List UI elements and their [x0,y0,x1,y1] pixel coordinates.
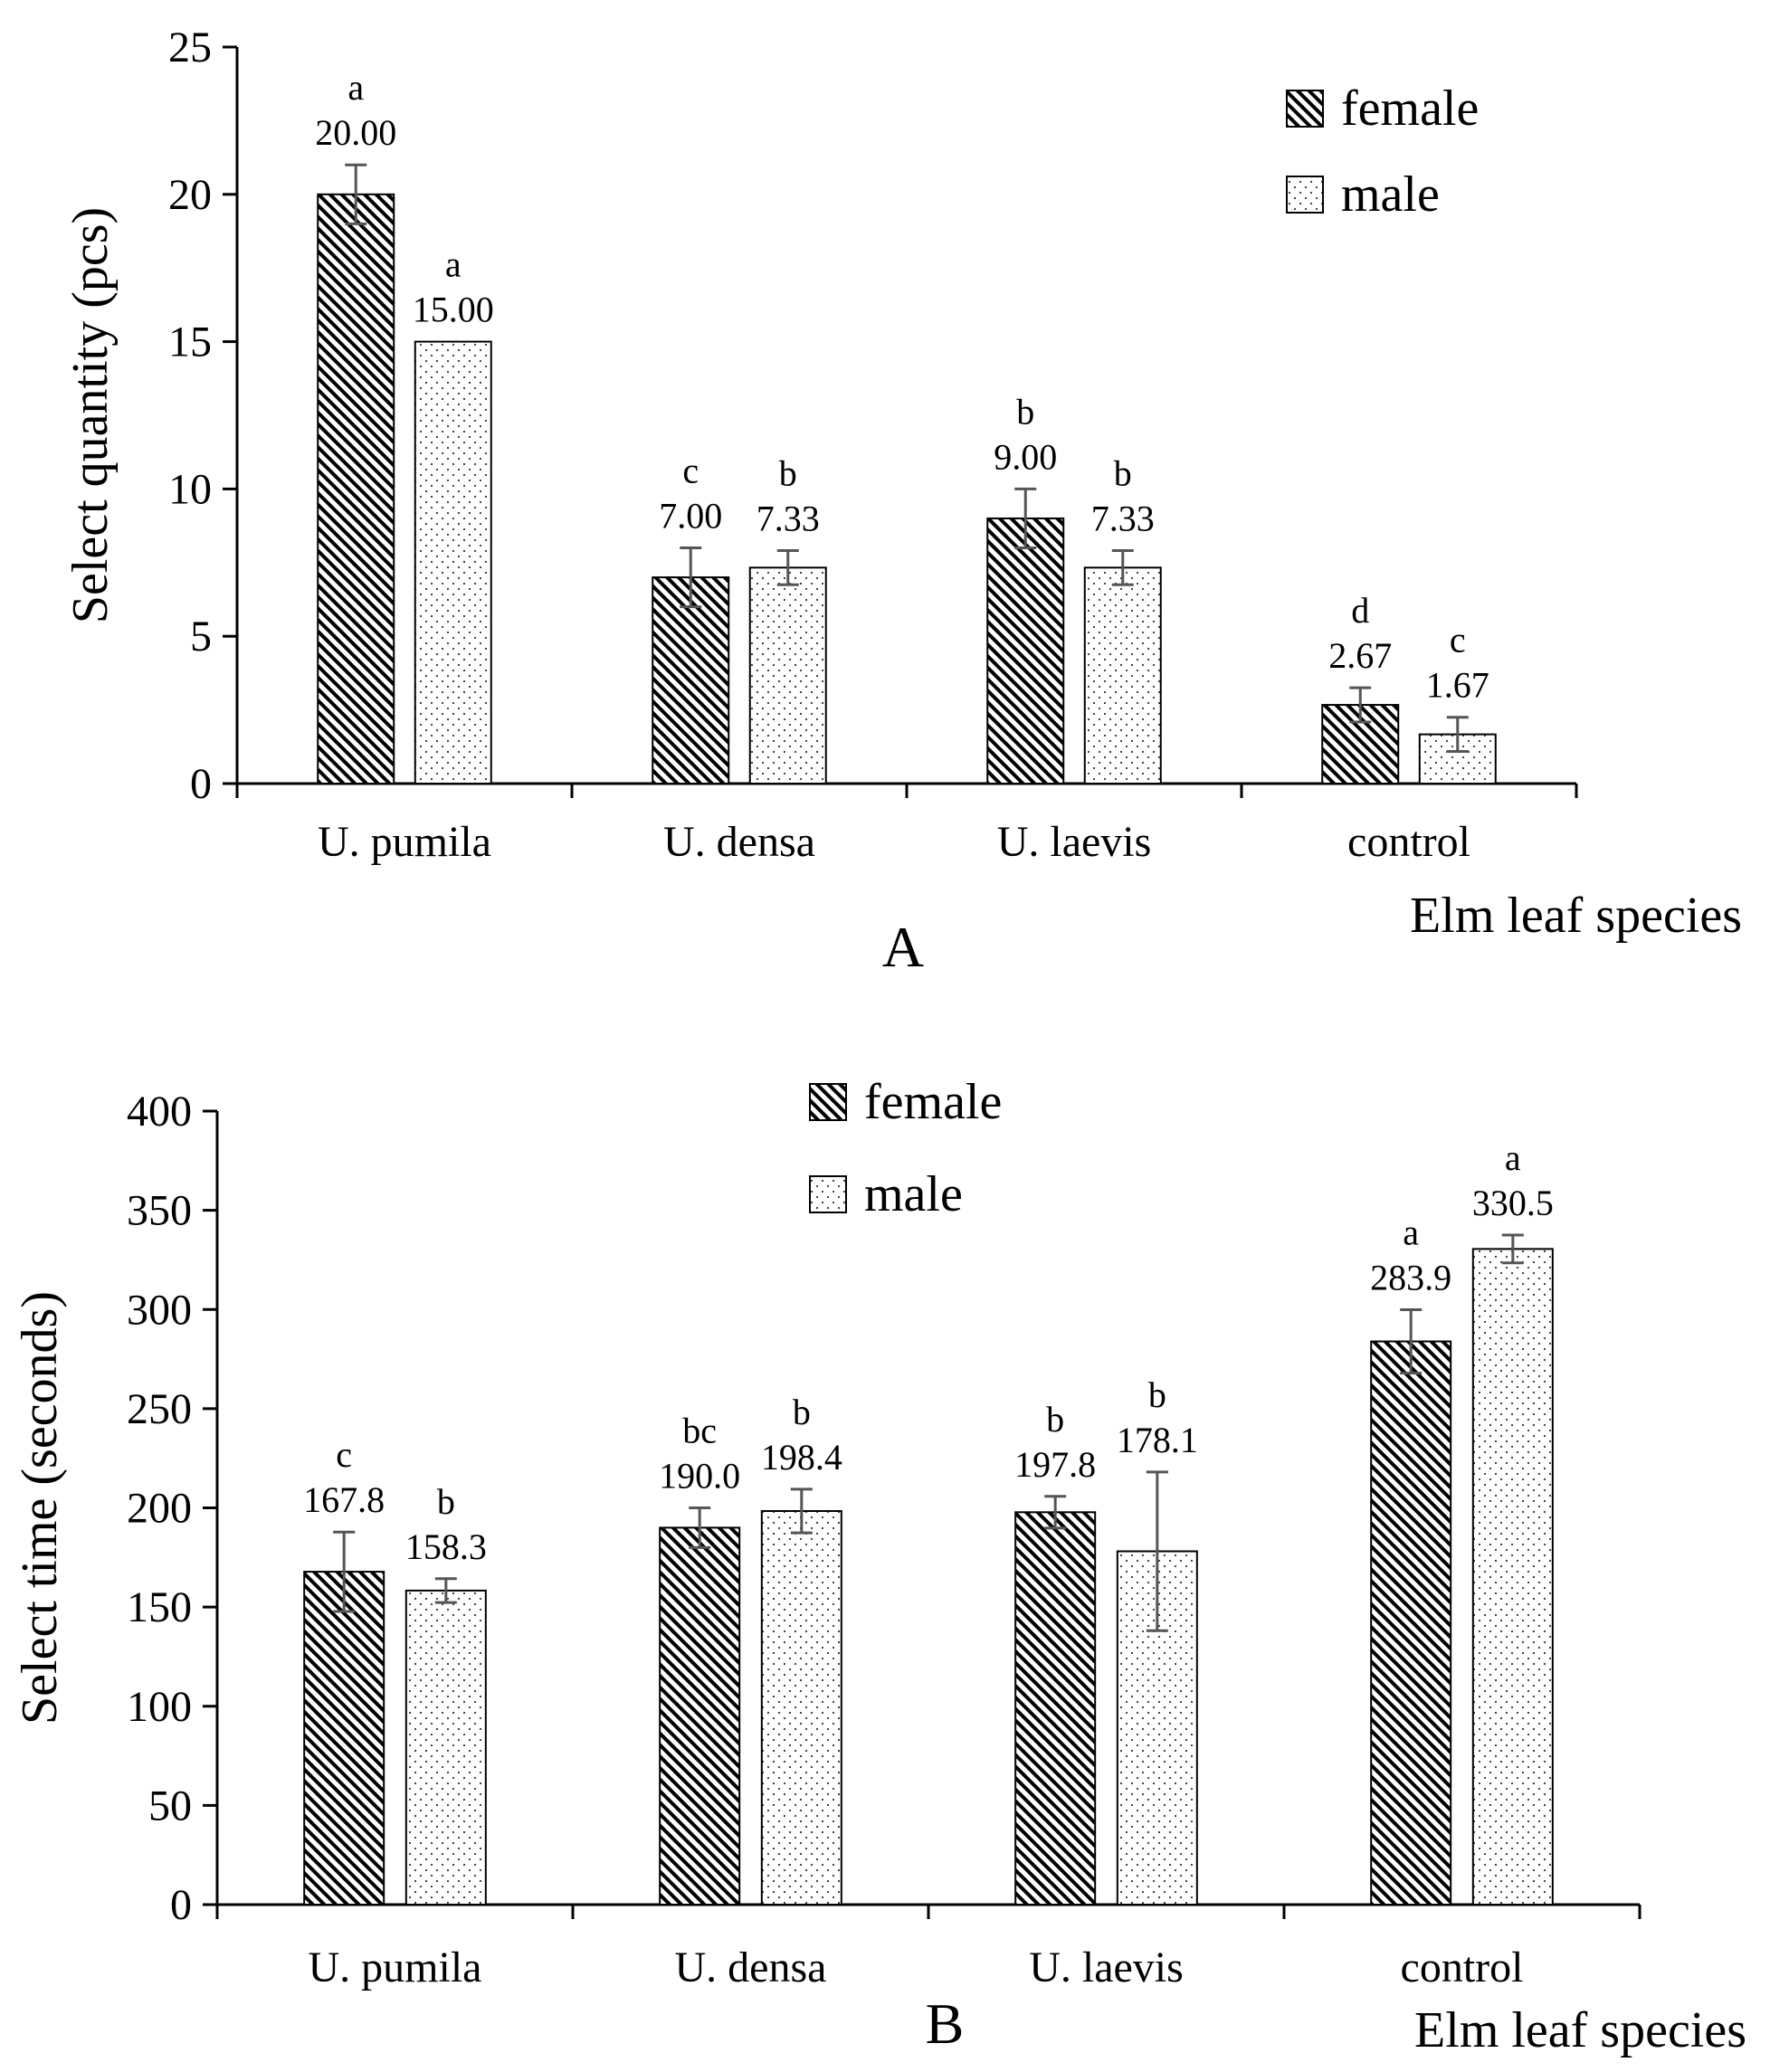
chart-panel-b: 0 50 100 150 200 250 300 350 400 U. pumila U. dens… [12,1074,1746,2058]
data-label: 15.00 [413,290,494,330]
data-label: 7.33 [1091,498,1155,538]
significance-letter: b [1016,391,1034,432]
y-tick-label: 10 [168,465,212,513]
significance-letter: b [1114,452,1132,493]
bar-female [659,1526,741,1906]
data-label: 197.8 [1014,1444,1096,1485]
data-label: 283.9 [1370,1257,1451,1297]
significance-letter: c [336,1434,352,1475]
legend: female male [809,1074,1002,1222]
x-axis-title: Elm leaf species [1414,2002,1746,2058]
legend-swatch-female [1286,90,1324,128]
bar-female [986,517,1065,785]
data-label: 20.00 [315,112,396,153]
significance-letter: c [1450,620,1466,661]
significance-letter: a [445,244,462,285]
legend-swatch-male [809,1175,847,1213]
y-tick-label: 150 [127,1583,192,1631]
y-tick-label: 300 [127,1286,192,1334]
y-tick-label: 15 [168,318,212,366]
significance-letter: a [1403,1212,1419,1252]
significance-letter: a [1505,1137,1521,1178]
y-tick-label: 0 [190,760,212,808]
significance-letter: d [1351,590,1369,631]
legend-swatch-female [809,1083,847,1121]
y-tick-label: 400 [127,1088,192,1136]
x-category-label: U. densa [663,818,815,866]
x-category-label: control [1401,1944,1524,1991]
data-label: 178.1 [1117,1420,1198,1460]
legend-label-male: male [1341,166,1440,223]
y-tick-label: 100 [127,1683,192,1731]
data-label: 7.00 [659,496,722,537]
data-label: 330.5 [1472,1183,1554,1223]
bar-female [303,1571,385,1906]
significance-letter: b [437,1481,455,1522]
x-axis-title: Elm leaf species [1410,888,1742,944]
x-category-label: U. pumila [309,1944,482,1991]
data-label: 190.0 [659,1456,740,1497]
data-label: 7.33 [757,498,820,538]
significance-letter: b [1046,1399,1064,1440]
x-category-label: U. densa [675,1944,827,1991]
x-category-label: U. laevis [1029,1944,1184,1991]
data-label: 158.3 [405,1526,487,1567]
bar-female [1014,1511,1097,1906]
chart-panel-a: 0 5 10 15 20 25 U. pumila U. densa U. laevis cont… [62,24,1742,979]
data-label: 9.00 [994,436,1057,477]
y-axis-title: Select time (seconds) [12,1291,68,1725]
significance-letter: c [682,451,699,491]
y-tick-label: 25 [168,24,212,71]
panel-label: A [882,915,924,979]
y-tick-label: 20 [168,171,212,219]
legend-label-female: female [864,1074,1002,1130]
y-axis-title: Select quantity (pcs) [62,207,119,623]
y-tick-label: 250 [127,1385,192,1433]
data-label: 198.4 [761,1437,842,1478]
bar-male [414,340,492,784]
bar-male [404,1589,487,1906]
significance-letter: b [779,452,797,493]
data-label: 2.67 [1328,635,1392,676]
panel-label: B [926,1991,965,2056]
significance-letter: b [793,1392,811,1432]
x-category-label: control [1347,818,1470,866]
data-label: 1.67 [1426,665,1489,706]
data-label: 167.8 [303,1479,385,1520]
bar-female [317,193,395,785]
legend-swatch-male [1286,176,1324,214]
x-category-label: U. pumila [318,818,491,866]
significance-letter: a [347,67,364,108]
bar-female [1370,1340,1452,1906]
significance-letter: b [1148,1374,1166,1415]
y-tick-label: 0 [170,1881,192,1929]
y-tick-label: 350 [127,1187,192,1235]
bar-male [1471,1248,1554,1906]
x-category-label: U. laevis [997,818,1152,866]
bar-female [652,576,730,785]
bar-male [760,1510,842,1906]
y-tick-label: 50 [148,1782,192,1830]
significance-letter: bc [682,1411,717,1451]
bar-male [748,566,827,784]
y-tick-label: 5 [190,613,212,661]
legend: female male [1286,81,1479,223]
y-tick-label: 200 [127,1485,192,1533]
legend-label-female: female [1341,81,1479,137]
bar-male [1083,566,1162,784]
legend-label-male: male [864,1166,963,1222]
